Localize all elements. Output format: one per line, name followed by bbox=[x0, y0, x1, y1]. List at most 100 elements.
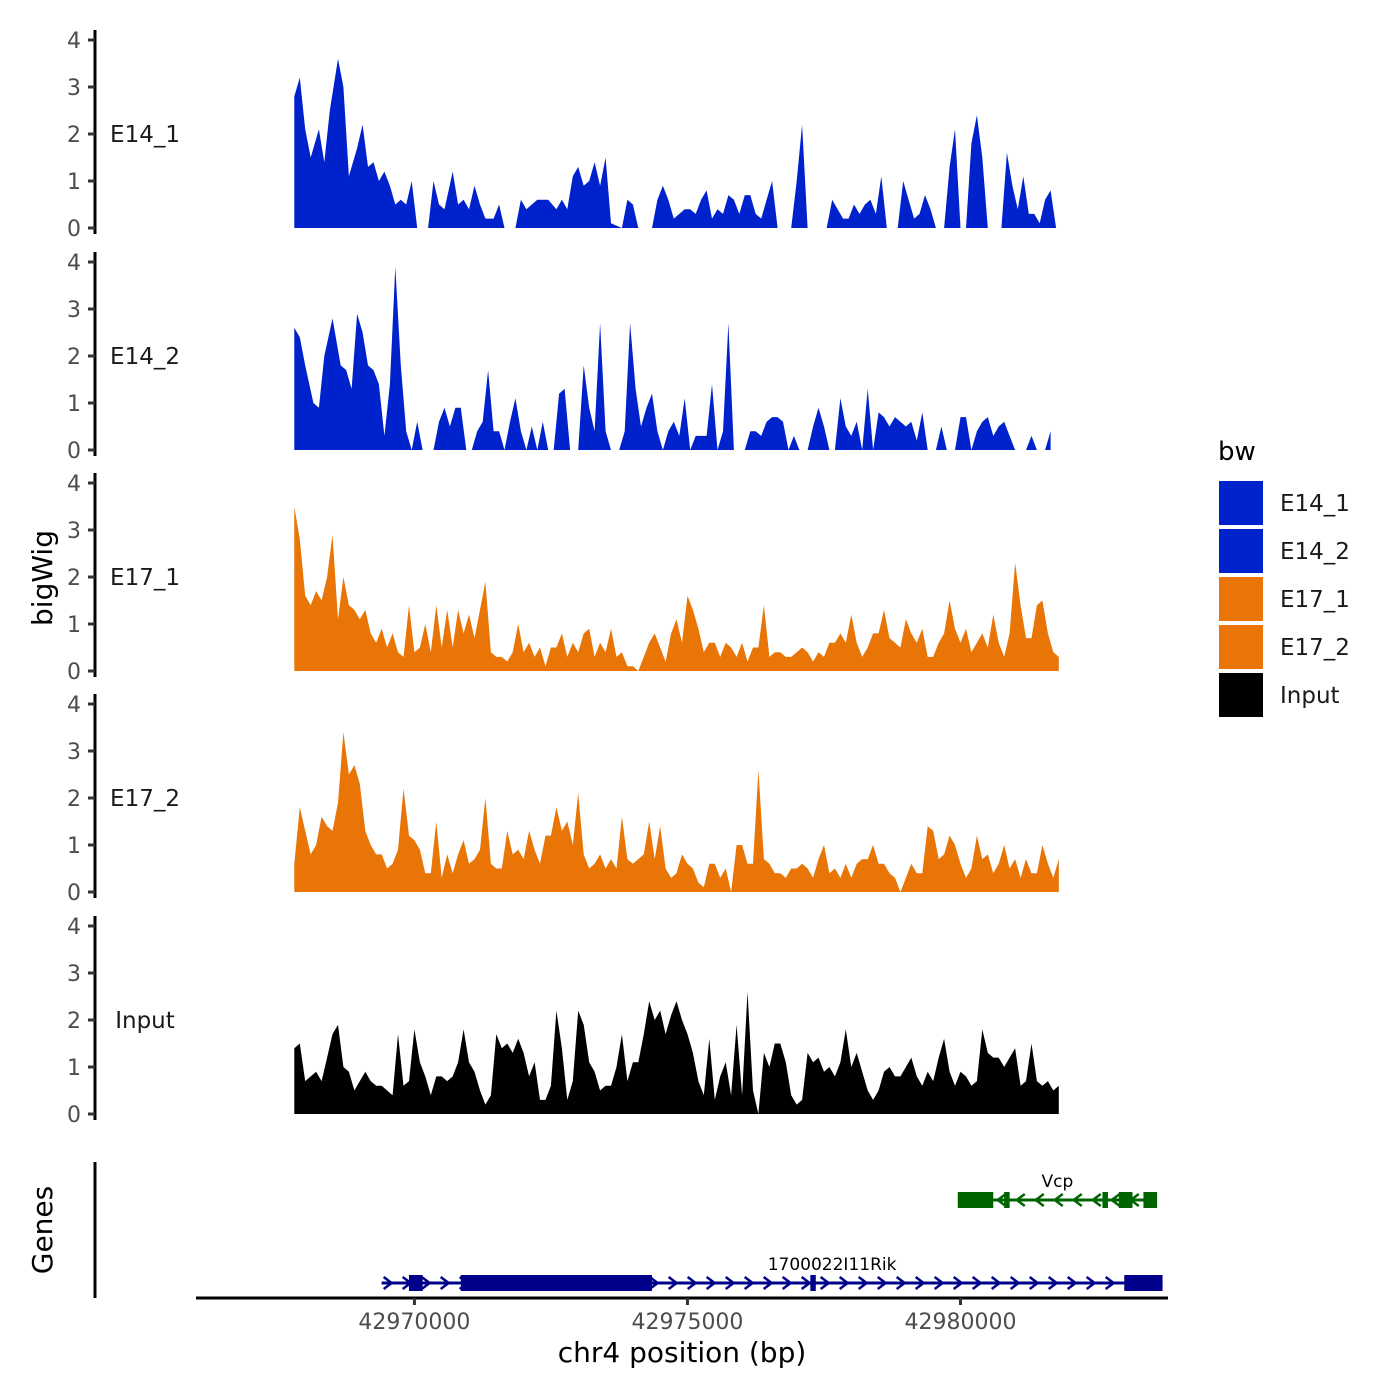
strand-arrow bbox=[1052, 1193, 1064, 1207]
track-label: Input bbox=[115, 1008, 175, 1034]
x-axis: 42970000 42975000 42980000 bbox=[196, 1296, 1168, 1335]
track-E17_2: 0 1 2 3 4 E17_2 bbox=[67, 693, 1059, 906]
strand-arrow bbox=[382, 1276, 394, 1290]
exon bbox=[408, 1275, 423, 1291]
strand-arrow bbox=[1090, 1193, 1102, 1207]
y-tick-label: 2 bbox=[67, 1009, 81, 1034]
strand-arrow bbox=[724, 1276, 736, 1290]
exon bbox=[1102, 1192, 1108, 1208]
strand-arrow bbox=[1014, 1193, 1026, 1207]
y-tick-label: 3 bbox=[67, 519, 81, 544]
y-tick-label: 0 bbox=[67, 881, 81, 906]
legend-label-E14_2: E14_2 bbox=[1280, 539, 1350, 565]
strand-arrow bbox=[648, 1276, 660, 1290]
track-E17_1: 0 1 2 3 4 E17_1 bbox=[67, 472, 1059, 685]
tracks-layer: 0 1 2 3 4 E14_1 0 1 2 3 4 E14_2 0 1 2 3 4 E17_1 0 1 2 3 4 E17_2… bbox=[67, 29, 1059, 1128]
y-tick-label: 4 bbox=[67, 915, 81, 940]
track-Input: 0 1 2 3 4 Input bbox=[67, 915, 1059, 1128]
strand-arrow bbox=[1033, 1193, 1045, 1207]
track-label: E14_1 bbox=[110, 122, 180, 148]
exon bbox=[460, 1275, 652, 1291]
strand-arrow bbox=[800, 1276, 812, 1290]
strand-arrow bbox=[1085, 1276, 1097, 1290]
strand-arrow bbox=[686, 1276, 698, 1290]
exon bbox=[1124, 1275, 1163, 1291]
x-axis-title: chr4 position (bp) bbox=[558, 1336, 807, 1369]
legend-swatch-E14_1 bbox=[1217, 479, 1265, 527]
y-tick-label: 2 bbox=[67, 123, 81, 148]
y-tick-label: 4 bbox=[67, 472, 81, 497]
strand-arrow bbox=[971, 1276, 983, 1290]
y-tick-label: 0 bbox=[67, 660, 81, 685]
y-tick-label: 0 bbox=[67, 439, 81, 464]
gene-1700022I11Rik: 1700022I11Rik bbox=[381, 1255, 1163, 1291]
gene-Vcp: Vcp bbox=[957, 1172, 1158, 1208]
track-E14_2: 0 1 2 3 4 E14_2 bbox=[67, 251, 1051, 464]
gene-name-label: 1700022I11Rik bbox=[768, 1255, 897, 1275]
x-tick-label: 42980000 bbox=[905, 1310, 1017, 1335]
y-tick-label: 3 bbox=[67, 962, 81, 987]
strand-arrow bbox=[705, 1276, 717, 1290]
y-axis-title: bigWig bbox=[26, 530, 59, 626]
signal-area-E14_2 bbox=[294, 266, 1051, 450]
legend-swatch-Input bbox=[1217, 671, 1265, 719]
y-tick-label: 4 bbox=[67, 693, 81, 718]
y-tick-label: 4 bbox=[67, 251, 81, 276]
strand-arrow bbox=[743, 1276, 755, 1290]
x-tick-label: 42970000 bbox=[358, 1310, 470, 1335]
y-tick-label: 0 bbox=[67, 1103, 81, 1128]
y-tick-label: 3 bbox=[67, 740, 81, 765]
strand-arrow bbox=[1066, 1276, 1078, 1290]
y-tick-label: 2 bbox=[67, 787, 81, 812]
strand-arrow bbox=[895, 1276, 907, 1290]
exon bbox=[1004, 1192, 1010, 1208]
strand-arrow bbox=[838, 1276, 850, 1290]
y-tick-label: 1 bbox=[67, 170, 81, 195]
strand-arrow bbox=[914, 1276, 926, 1290]
exon bbox=[1118, 1192, 1133, 1208]
x-tick-label: 42975000 bbox=[631, 1310, 743, 1335]
signal-area-Input bbox=[294, 991, 1059, 1114]
track-label: E17_2 bbox=[110, 786, 180, 812]
strand-arrow bbox=[420, 1276, 432, 1290]
legend-label-E14_1: E14_1 bbox=[1280, 491, 1350, 517]
strand-arrow bbox=[781, 1276, 793, 1290]
strand-arrow bbox=[819, 1276, 831, 1290]
strand-arrow bbox=[1071, 1193, 1083, 1207]
genes-layer: Vcp 1700022I11Rik bbox=[93, 1162, 1163, 1298]
strand-arrow bbox=[1104, 1276, 1116, 1290]
legend-swatch-E17_2 bbox=[1217, 623, 1265, 671]
legend-label-E17_2: E17_2 bbox=[1280, 635, 1350, 661]
y-tick-label: 2 bbox=[67, 345, 81, 370]
strand-arrow bbox=[1009, 1276, 1021, 1290]
strand-arrow bbox=[990, 1276, 1002, 1290]
y-tick-label: 4 bbox=[67, 29, 81, 54]
track-E14_1: 0 1 2 3 4 E14_1 bbox=[67, 29, 1057, 242]
track-label: E14_2 bbox=[110, 344, 180, 370]
genes-panel-title: Genes bbox=[26, 1186, 59, 1274]
y-tick-label: 0 bbox=[67, 217, 81, 242]
track-label: E17_1 bbox=[110, 565, 180, 591]
legend: bw E14_1 E14_2 E17_1 E17_2 Input bbox=[1217, 437, 1350, 719]
signal-area-E17_2 bbox=[294, 732, 1059, 892]
y-tick-label: 2 bbox=[67, 566, 81, 591]
y-tick-label: 3 bbox=[67, 76, 81, 101]
y-tick-label: 1 bbox=[67, 613, 81, 638]
strand-arrow bbox=[857, 1276, 869, 1290]
strand-arrow bbox=[995, 1193, 1007, 1207]
legend-title: bw bbox=[1218, 437, 1256, 467]
strand-arrow bbox=[876, 1276, 888, 1290]
exon bbox=[957, 1192, 994, 1208]
y-tick-label: 1 bbox=[67, 1056, 81, 1081]
signal-area-E17_1 bbox=[294, 506, 1059, 671]
legend-label-E17_1: E17_1 bbox=[1280, 587, 1350, 613]
signal-area-E14_1 bbox=[294, 58, 1057, 228]
strand-arrow bbox=[933, 1276, 945, 1290]
y-tick-label: 1 bbox=[67, 834, 81, 859]
exon bbox=[1143, 1192, 1158, 1208]
strand-arrow bbox=[1109, 1193, 1121, 1207]
y-tick-label: 1 bbox=[67, 392, 81, 417]
strand-arrow bbox=[439, 1276, 451, 1290]
exon bbox=[810, 1275, 816, 1291]
